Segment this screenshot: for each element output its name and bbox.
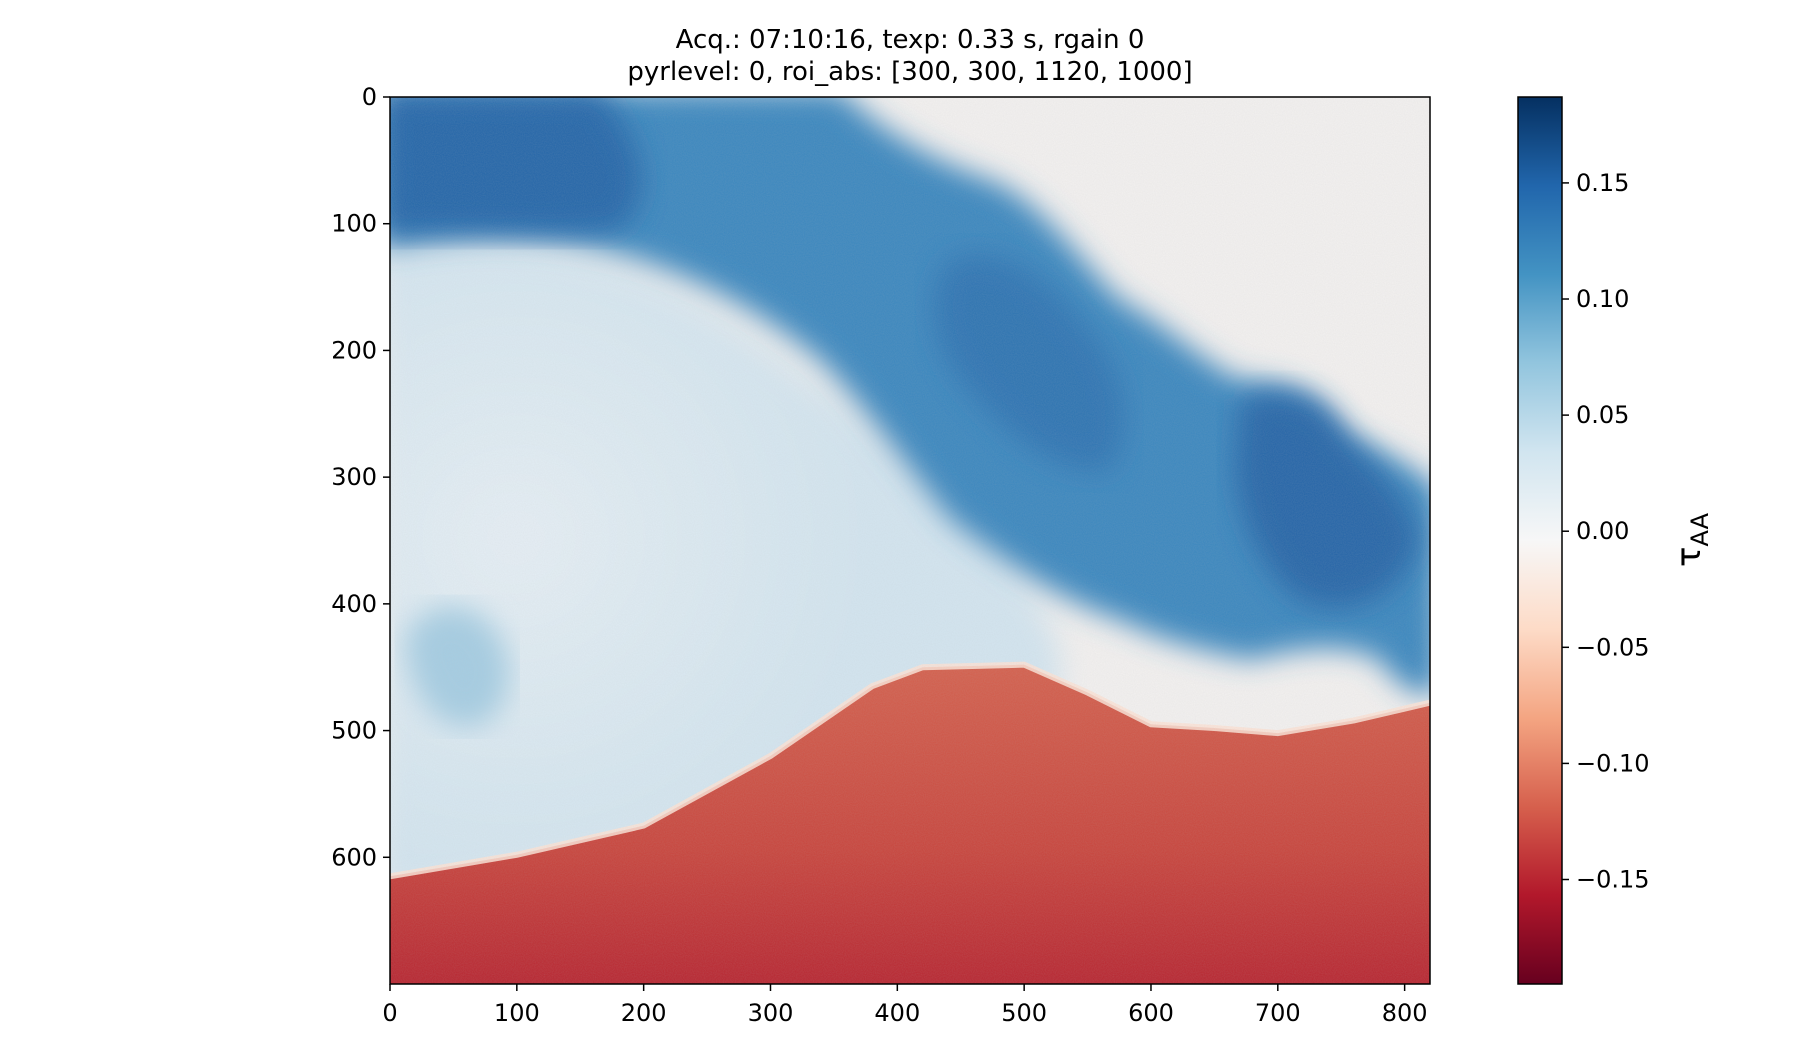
y-tick-label: 400 xyxy=(331,590,377,618)
colorbar-tick-label: −0.05 xyxy=(1576,633,1650,661)
y-tick-label: 600 xyxy=(331,843,377,871)
chart-title-line: Acq.: 07:10:16, texp: 0.33 s, rgain 0 xyxy=(676,25,1145,55)
colorbar-tick-label: 0.10 xyxy=(1576,285,1629,313)
colorbar-tick-label: −0.15 xyxy=(1576,866,1650,894)
y-tick-label: 300 xyxy=(331,463,377,491)
colorbar-axis: 0.15 0.10 0.05 0.00 −0.05 −0.10 −0.15 xyxy=(1562,169,1650,894)
colorbar-tick-label: −0.10 xyxy=(1576,749,1650,777)
colorbar-label: τAA xyxy=(1669,512,1714,567)
y-axis: 0 100 200 300 400 500 600 xyxy=(331,83,390,871)
colorbar-tick-label: 0.00 xyxy=(1576,517,1629,545)
colorbar-tick-label: 0.15 xyxy=(1576,169,1629,197)
colorbar xyxy=(1518,97,1562,984)
x-tick-label: 700 xyxy=(1255,999,1301,1027)
x-tick-label: 500 xyxy=(1001,999,1047,1027)
x-axis: 0 100 200 300 400 500 600 700 800 xyxy=(382,984,1427,1027)
x-tick-label: 100 xyxy=(494,999,540,1027)
chart-title: Acq.: 07:10:16, texp: 0.33 s, rgain 0 pyr… xyxy=(627,25,1192,87)
plot-area xyxy=(370,90,1450,1004)
colorbar-label-subscript: AA xyxy=(1686,512,1714,546)
noise-overlay xyxy=(390,97,1430,984)
x-tick-label: 800 xyxy=(1382,999,1428,1027)
chart-title-line: pyrlevel: 0, roi_abs: [300, 300, 1120, 1… xyxy=(627,57,1192,87)
colorbar-tick-label: 0.05 xyxy=(1576,401,1629,429)
y-tick-label: 500 xyxy=(331,717,377,745)
x-tick-label: 300 xyxy=(748,999,794,1027)
y-tick-label: 0 xyxy=(362,83,377,111)
x-tick-label: 600 xyxy=(1128,999,1174,1027)
y-tick-label: 100 xyxy=(331,210,377,238)
colorbar-label-main: τ xyxy=(1669,547,1709,567)
x-tick-label: 200 xyxy=(621,999,667,1027)
x-tick-label: 0 xyxy=(382,999,397,1027)
y-tick-label: 200 xyxy=(331,336,377,364)
x-tick-label: 400 xyxy=(874,999,920,1027)
